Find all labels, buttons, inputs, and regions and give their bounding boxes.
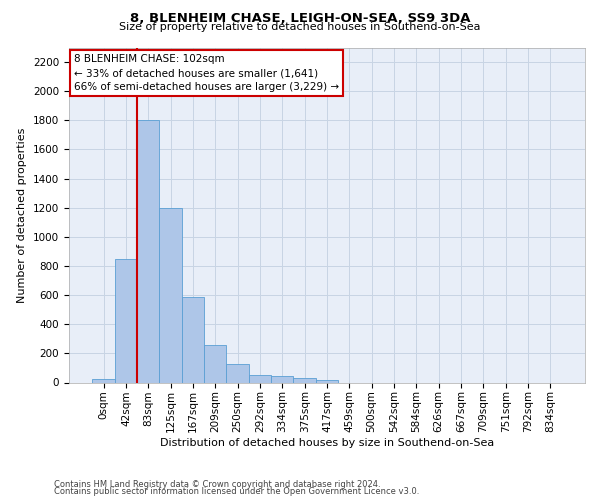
- Y-axis label: Number of detached properties: Number of detached properties: [17, 128, 28, 302]
- Bar: [182, 296, 204, 382]
- Bar: [204, 344, 226, 383]
- Bar: [160, 208, 182, 382]
- Text: Size of property relative to detached houses in Southend-on-Sea: Size of property relative to detached ho…: [119, 22, 481, 32]
- Bar: [115, 258, 137, 382]
- Bar: [226, 364, 249, 382]
- Bar: [137, 120, 160, 382]
- Text: Contains public sector information licensed under the Open Government Licence v3: Contains public sector information licen…: [54, 487, 419, 496]
- Bar: [293, 378, 316, 382]
- Text: 8, BLENHEIM CHASE, LEIGH-ON-SEA, SS9 3DA: 8, BLENHEIM CHASE, LEIGH-ON-SEA, SS9 3DA: [130, 12, 470, 24]
- Text: 8 BLENHEIM CHASE: 102sqm
← 33% of detached houses are smaller (1,641)
66% of sem: 8 BLENHEIM CHASE: 102sqm ← 33% of detach…: [74, 54, 339, 92]
- Bar: [249, 375, 271, 382]
- X-axis label: Distribution of detached houses by size in Southend-on-Sea: Distribution of detached houses by size …: [160, 438, 494, 448]
- Bar: [316, 380, 338, 382]
- Bar: [271, 376, 293, 382]
- Text: Contains HM Land Registry data © Crown copyright and database right 2024.: Contains HM Land Registry data © Crown c…: [54, 480, 380, 489]
- Bar: [92, 379, 115, 382]
